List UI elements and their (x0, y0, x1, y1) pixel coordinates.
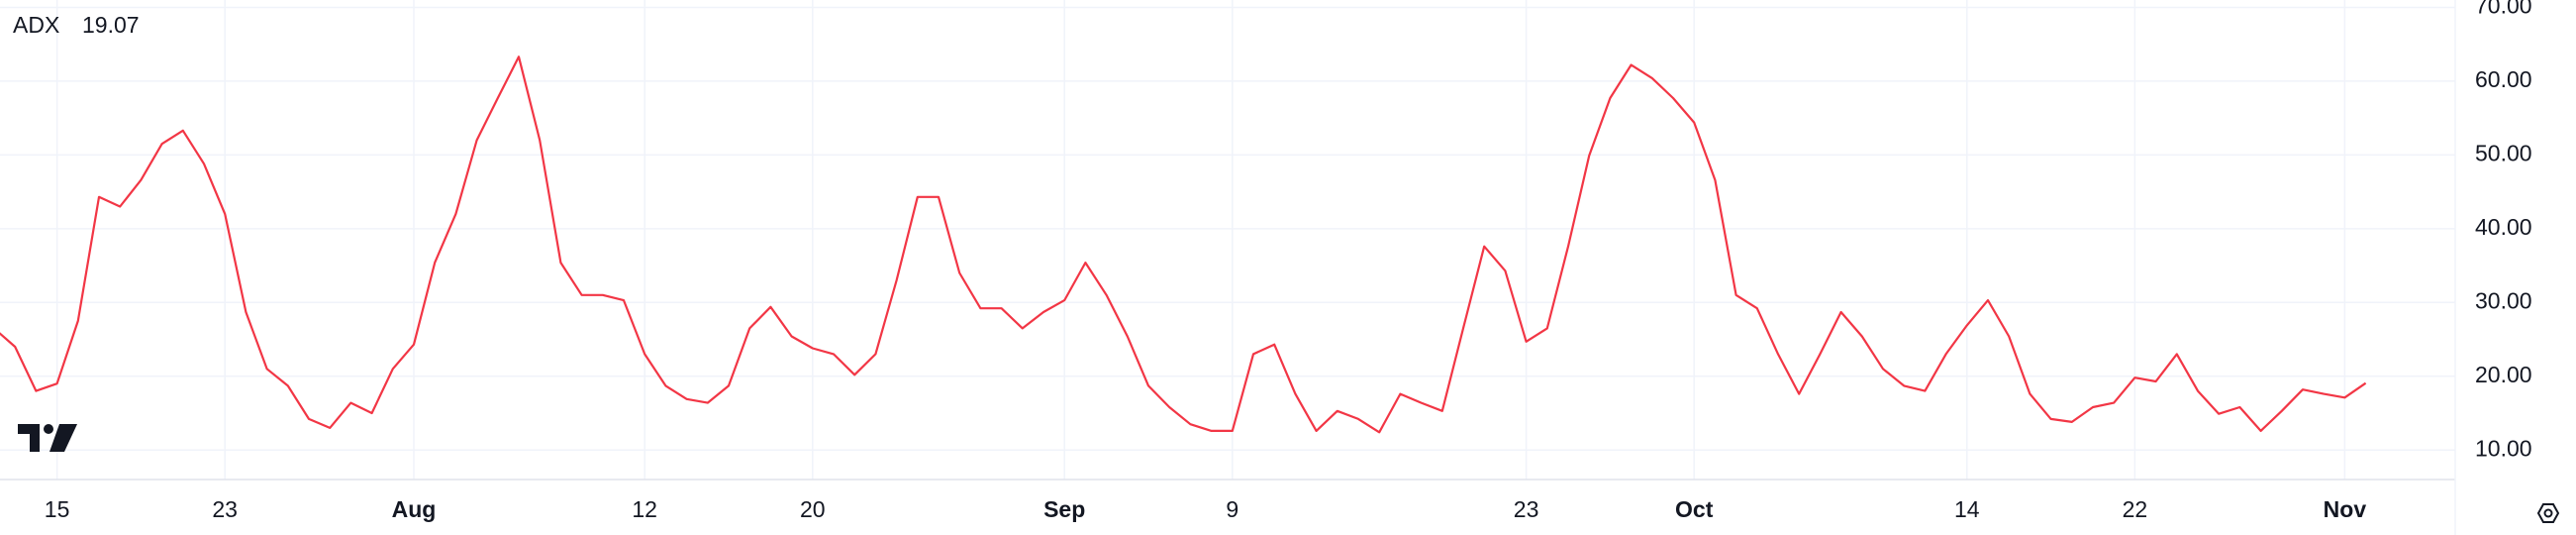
x-tick-label: Oct (1675, 496, 1714, 522)
settings-icon[interactable] (2536, 503, 2560, 523)
x-tick-label: 15 (45, 496, 70, 522)
x-tick-label: 12 (632, 496, 657, 522)
indicator-value: 19.07 (82, 12, 140, 38)
x-tick-label: 22 (2123, 496, 2148, 522)
indicator-name: ADX (13, 12, 59, 38)
x-tick-label: Sep (1043, 496, 1085, 522)
tradingview-logo (18, 424, 77, 452)
x-tick-label: Aug (392, 496, 437, 522)
y-tick-label: 70.00 (2475, 0, 2532, 19)
x-tick-label: 9 (1226, 496, 1238, 522)
y-tick-label: 50.00 (2475, 140, 2532, 165)
y-tick-label: 60.00 (2475, 66, 2532, 92)
x-tick-label: 23 (212, 496, 238, 522)
data-line (0, 55, 2367, 434)
y-tick-label: 20.00 (2475, 362, 2532, 387)
y-tick-label: 30.00 (2475, 287, 2532, 313)
y-tick-label: 10.00 (2475, 435, 2532, 461)
x-tick-label: 20 (800, 496, 826, 522)
y-tick-label: 40.00 (2475, 214, 2532, 240)
x-tick-label: 14 (1954, 496, 1980, 522)
x-tick-label: 23 (1514, 496, 1539, 522)
x-tick-label: Nov (2324, 496, 2367, 522)
